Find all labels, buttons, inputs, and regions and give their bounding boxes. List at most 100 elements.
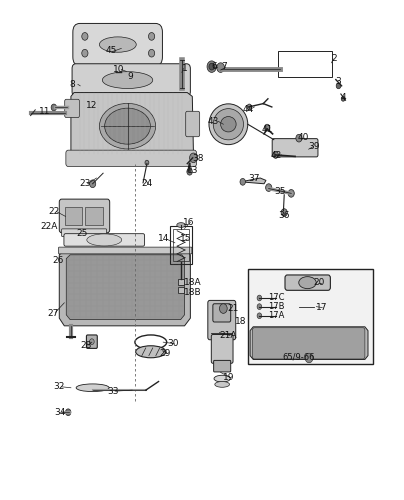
Text: 44: 44 xyxy=(242,105,253,114)
Ellipse shape xyxy=(105,108,150,144)
FancyBboxPatch shape xyxy=(66,150,197,166)
FancyBboxPatch shape xyxy=(186,112,200,136)
FancyBboxPatch shape xyxy=(64,234,145,246)
Polygon shape xyxy=(59,251,190,326)
Text: 24: 24 xyxy=(141,180,153,188)
Text: 4: 4 xyxy=(341,93,346,102)
Circle shape xyxy=(51,104,57,111)
Text: 36: 36 xyxy=(278,211,290,220)
Ellipse shape xyxy=(136,346,166,358)
Text: 17A: 17A xyxy=(268,312,285,320)
Bar xyxy=(85,207,103,225)
Text: 34: 34 xyxy=(55,408,66,416)
FancyBboxPatch shape xyxy=(211,334,233,364)
Text: 19: 19 xyxy=(223,372,234,382)
Text: 23: 23 xyxy=(79,180,90,188)
Text: 21A: 21A xyxy=(220,331,237,340)
Text: 42: 42 xyxy=(271,151,282,160)
Text: 18A: 18A xyxy=(184,278,202,286)
Circle shape xyxy=(288,190,294,197)
Text: 30: 30 xyxy=(167,339,179,348)
Circle shape xyxy=(113,68,119,76)
Circle shape xyxy=(209,64,215,70)
Ellipse shape xyxy=(213,108,244,140)
Text: 2: 2 xyxy=(331,54,337,64)
Circle shape xyxy=(265,184,272,192)
Text: 40: 40 xyxy=(298,132,309,141)
Ellipse shape xyxy=(299,276,316,288)
FancyBboxPatch shape xyxy=(285,275,330,290)
Text: 38: 38 xyxy=(192,154,204,164)
Text: 27: 27 xyxy=(47,309,58,318)
Circle shape xyxy=(65,409,71,416)
Circle shape xyxy=(257,313,262,318)
Text: 65/9-66: 65/9-66 xyxy=(282,352,314,361)
Circle shape xyxy=(207,61,217,72)
Text: 18B: 18B xyxy=(184,288,202,296)
FancyBboxPatch shape xyxy=(61,229,107,236)
Text: 7: 7 xyxy=(221,62,227,71)
FancyBboxPatch shape xyxy=(252,328,365,359)
Ellipse shape xyxy=(209,104,248,144)
Circle shape xyxy=(187,168,192,175)
Ellipse shape xyxy=(87,234,122,246)
Text: 33: 33 xyxy=(107,386,118,396)
Bar xyxy=(170,226,191,264)
Polygon shape xyxy=(66,255,185,320)
Circle shape xyxy=(257,295,262,301)
Text: 15: 15 xyxy=(180,234,191,244)
Text: 22A: 22A xyxy=(40,222,57,232)
Text: 9: 9 xyxy=(127,72,133,80)
Text: 21: 21 xyxy=(227,304,239,313)
Text: 17: 17 xyxy=(316,303,327,312)
Text: 16: 16 xyxy=(183,218,194,226)
Circle shape xyxy=(219,304,227,314)
Circle shape xyxy=(281,208,287,216)
Text: 6: 6 xyxy=(212,62,217,71)
Circle shape xyxy=(82,32,88,40)
Circle shape xyxy=(257,304,262,310)
Circle shape xyxy=(247,104,252,110)
Text: 37: 37 xyxy=(248,174,260,184)
Bar xyxy=(178,279,184,284)
Text: 29: 29 xyxy=(160,348,171,358)
Bar xyxy=(248,269,372,364)
Text: 18: 18 xyxy=(235,316,246,326)
Circle shape xyxy=(341,96,345,101)
Ellipse shape xyxy=(215,382,229,388)
Text: 8: 8 xyxy=(69,80,75,89)
Circle shape xyxy=(296,134,302,142)
Text: 10: 10 xyxy=(113,65,124,74)
Circle shape xyxy=(189,153,197,162)
Text: 35: 35 xyxy=(275,187,286,196)
Polygon shape xyxy=(241,178,266,184)
Text: 14: 14 xyxy=(158,234,170,244)
Polygon shape xyxy=(250,327,368,360)
Circle shape xyxy=(82,50,88,57)
Text: 41: 41 xyxy=(261,126,273,134)
Ellipse shape xyxy=(214,376,230,382)
Text: 28: 28 xyxy=(81,340,92,349)
FancyBboxPatch shape xyxy=(59,247,192,254)
FancyBboxPatch shape xyxy=(73,24,162,66)
Bar xyxy=(173,230,189,261)
FancyBboxPatch shape xyxy=(65,100,80,117)
Circle shape xyxy=(149,50,155,57)
Circle shape xyxy=(145,160,149,165)
Text: 26: 26 xyxy=(52,256,63,265)
Circle shape xyxy=(90,180,96,188)
Ellipse shape xyxy=(99,104,156,149)
Text: 45: 45 xyxy=(105,46,116,56)
Ellipse shape xyxy=(116,66,145,78)
Circle shape xyxy=(90,339,94,344)
Circle shape xyxy=(273,152,278,158)
Text: 20: 20 xyxy=(314,278,325,287)
Circle shape xyxy=(305,353,313,363)
Text: 17B: 17B xyxy=(268,302,285,311)
Text: 1: 1 xyxy=(182,64,187,73)
Ellipse shape xyxy=(177,222,185,228)
Text: 22: 22 xyxy=(48,207,59,216)
Ellipse shape xyxy=(76,384,109,392)
Text: 3: 3 xyxy=(336,76,341,86)
Text: 32: 32 xyxy=(54,382,65,392)
